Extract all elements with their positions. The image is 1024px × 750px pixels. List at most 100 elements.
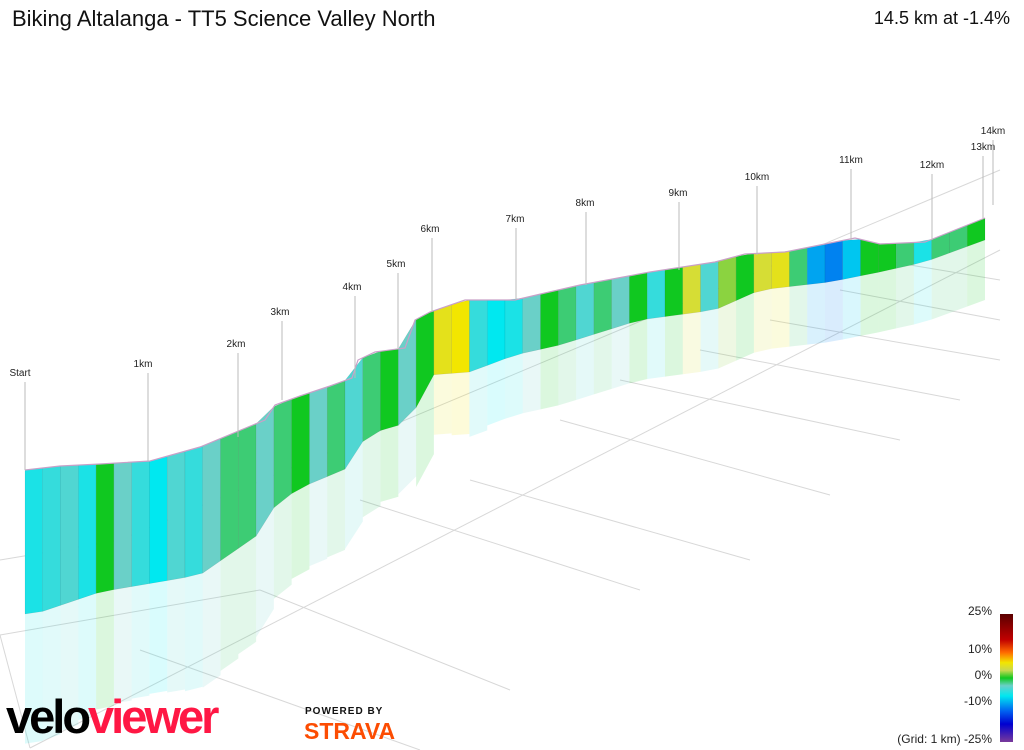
grade-segment[interactable] [113,461,132,590]
reflection-segment [416,374,434,488]
grade-segment[interactable] [753,252,772,294]
grid-line [0,634,31,749]
km-marker-label: 6km [421,224,440,235]
grade-segment[interactable] [220,430,239,562]
reflection-segment [771,286,790,349]
grade-segment[interactable] [522,293,541,354]
grade-segment[interactable] [558,285,577,346]
grid-line [619,379,901,441]
veloviewer-logo[interactable]: veloviewer [6,690,219,743]
grade-segment[interactable] [238,423,257,549]
grade-segment[interactable] [95,462,115,594]
km-marker-label: 12km [920,160,944,171]
reflection-segment [309,476,328,567]
grade-segment[interactable] [433,304,452,375]
grade-segment[interactable] [629,272,648,324]
grade-segment[interactable] [504,297,524,360]
grade-segment[interactable] [575,282,595,341]
grade-segment[interactable] [60,464,79,606]
legend-bottom-row: (Grid: 1 km) -25% [897,732,992,746]
grade-segment[interactable] [166,450,186,581]
grade-segment[interactable] [326,380,346,477]
reflection-segment [380,425,399,502]
reflection-segment [789,284,808,347]
reflection-segment [842,275,861,340]
grade-segment[interactable] [131,460,150,587]
km-marker-label: 10km [745,172,769,183]
reflection-segment [167,577,185,693]
grade-segment[interactable] [718,256,737,309]
grid-line [769,319,1001,361]
grade-segment[interactable] [646,269,666,320]
grade-segment[interactable] [700,260,719,313]
grade-segment[interactable] [149,455,168,584]
grade-segment[interactable] [593,278,612,335]
powered-by-label: POWERED BY [305,706,384,717]
grade-segment[interactable] [806,243,826,285]
reflection-segment [949,246,968,314]
reflection-segment [753,288,772,353]
reflection-segment [345,441,363,549]
km-markers: Start 1km 2km 3km 4km 5km 6km 7km 8km 9km 10km 11km… [9,126,1005,470]
grade-segment[interactable] [469,299,488,373]
grade-segment[interactable] [735,253,755,302]
reflection-segment [362,430,381,518]
reflection-segment [25,611,43,744]
grade-segment[interactable] [895,242,915,269]
grade-segment[interactable] [362,350,381,443]
reflection-segment [149,580,168,694]
grade-segment[interactable] [398,318,417,426]
grade-segment[interactable] [309,386,328,485]
grade-segment[interactable] [291,392,310,495]
grade-segment[interactable] [611,275,630,330]
reflection-segment [113,586,132,704]
reflection-segment [185,573,203,692]
grade-segment[interactable] [682,263,701,315]
grade-segment[interactable] [273,398,292,509]
strava-logo[interactable]: STRAVA [304,718,396,744]
grade-segment[interactable] [184,445,204,578]
grade-segment[interactable] [24,467,44,615]
grade-segment[interactable] [380,348,399,431]
reflection-segment [807,282,825,345]
grade-segment[interactable] [771,250,790,289]
legend-label: 10% [967,642,992,656]
reflection-segment [736,292,754,361]
reflection-segment [42,605,61,741]
profile-top-edge [24,217,986,471]
grade-segment[interactable] [878,243,897,273]
reflection-segment [327,469,345,558]
reflection-segment [913,259,932,325]
reflection-segment [593,328,612,395]
grid-line [359,499,641,591]
grade-color-scale [1000,614,1013,742]
grid-line [469,479,751,561]
reflection-segment [682,311,701,375]
km-marker-label: Start [9,368,30,379]
km-marker-label: 1km [134,359,153,370]
grade-segment[interactable] [789,247,808,287]
grade-segment[interactable] [451,299,470,374]
grade-segment[interactable] [540,289,559,350]
reflection-segment [576,334,594,400]
km-marker-label: 7km [506,214,525,225]
grade-segment[interactable] [842,239,861,280]
grade-segment[interactable] [664,266,684,317]
km-marker-label: 14km [981,126,1005,137]
grade-segment[interactable] [486,299,506,366]
grid-line [559,419,831,496]
grade-segment[interactable] [860,239,879,277]
grade-segment[interactable] [42,465,61,612]
km-marker-label: 2km [227,339,246,350]
grade-segment[interactable] [202,438,221,574]
km-marker-label: 9km [669,188,688,199]
reflection-segment [647,316,665,380]
grade-segment[interactable] [824,240,844,283]
grade-segment[interactable] [78,463,97,600]
reflection-segment [665,314,683,377]
reflection-segment [238,536,257,655]
reflection-segment [896,264,914,329]
reflection-segment [878,268,897,333]
grid-line [139,649,421,750]
